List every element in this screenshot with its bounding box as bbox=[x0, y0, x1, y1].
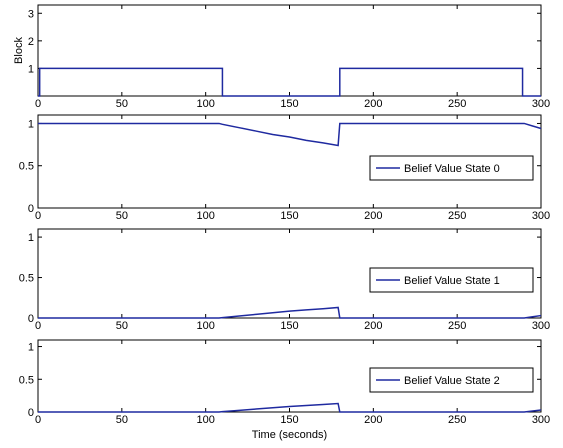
y-tick-label: 1 bbox=[28, 232, 34, 244]
x-tick-label: 0 bbox=[35, 414, 41, 426]
y-tick-label: 2 bbox=[28, 36, 34, 48]
x-tick-label: 100 bbox=[196, 98, 214, 110]
x-tick-label: 0 bbox=[35, 320, 41, 332]
legend-entry: Belief Value State 0 bbox=[404, 163, 500, 175]
x-tick-label: 300 bbox=[532, 320, 550, 332]
y-axis-label: Block bbox=[13, 37, 25, 64]
series-line-1 bbox=[38, 67, 541, 97]
x-tick-label: 200 bbox=[364, 320, 382, 332]
x-tick-label: 250 bbox=[448, 210, 466, 222]
y-tick-label: 0 bbox=[28, 407, 34, 419]
legend-entry: Belief Value State 1 bbox=[404, 275, 500, 287]
subplot-2: 0 50 100 150 200 250 300 0 0.5 1 Belief Value Stat… bbox=[19, 114, 550, 222]
y-tick-label: 0 bbox=[28, 313, 34, 325]
x-tick-label: 150 bbox=[280, 210, 298, 222]
x-axis-label: Time (seconds) bbox=[252, 429, 327, 441]
x-tick-label: 50 bbox=[116, 98, 128, 110]
legend: Belief Value State 0 bbox=[369, 155, 534, 181]
x-tick-label: 250 bbox=[448, 98, 466, 110]
x-tick-label: 50 bbox=[116, 210, 128, 222]
legend-entry: Belief Value State 2 bbox=[404, 375, 500, 387]
subplot-4: 0 50 100 150 200 250 300 0 0.5 1 Time (seconds) Bel… bbox=[19, 339, 550, 441]
y-tick-label: 1 bbox=[28, 63, 34, 75]
x-tick-label: 150 bbox=[280, 414, 298, 426]
x-tick-label: 200 bbox=[364, 210, 382, 222]
x-tick-label: 100 bbox=[196, 210, 214, 222]
x-tick-label: 200 bbox=[364, 98, 382, 110]
x-tick-label: 300 bbox=[532, 210, 550, 222]
x-tick-label: 300 bbox=[532, 98, 550, 110]
x-tick-label: 100 bbox=[196, 414, 214, 426]
y-tick-label: 0.5 bbox=[19, 273, 34, 285]
x-tick-label: 150 bbox=[280, 98, 298, 110]
x-tick-label: 150 bbox=[280, 320, 298, 332]
x-tick-label: 300 bbox=[532, 414, 550, 426]
y-tick-label: 3 bbox=[28, 8, 34, 20]
x-tick-label: 0 bbox=[35, 98, 41, 110]
series-line-1 bbox=[38, 306, 542, 319]
plot-area bbox=[37, 4, 542, 97]
legend: Belief Value State 1 bbox=[369, 267, 534, 293]
legend: Belief Value State 2 bbox=[369, 367, 534, 393]
y-tick-label: 0 bbox=[28, 203, 34, 215]
y-tick-label: 0.5 bbox=[19, 374, 34, 386]
x-tick-label: 250 bbox=[448, 320, 466, 332]
x-tick-label: 0 bbox=[35, 210, 41, 222]
x-tick-label: 100 bbox=[196, 320, 214, 332]
x-tick-label: 200 bbox=[364, 414, 382, 426]
y-tick-label: 1 bbox=[28, 342, 34, 354]
series-line-1 bbox=[38, 122, 542, 147]
x-tick-label: 50 bbox=[116, 320, 128, 332]
x-tick-label: 250 bbox=[448, 414, 466, 426]
subplot-3: 0 50 100 150 200 250 300 0 0.5 1 Belief Value Stat… bbox=[19, 228, 550, 332]
y-tick-label: 1 bbox=[28, 118, 34, 130]
series-line-1 bbox=[38, 402, 542, 413]
y-tick-label: 0.5 bbox=[19, 161, 34, 173]
subplot-1: 0 50 100 150 200 250 300 1 2 3 Block bbox=[13, 4, 550, 110]
x-tick-label: 50 bbox=[116, 414, 128, 426]
